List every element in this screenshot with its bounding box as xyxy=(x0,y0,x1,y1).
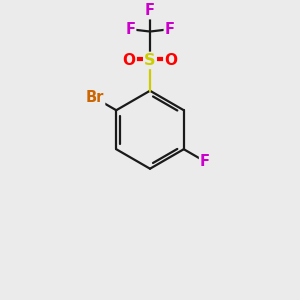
Text: F: F xyxy=(200,154,210,169)
Text: S: S xyxy=(144,53,156,68)
Text: F: F xyxy=(165,22,175,37)
Text: F: F xyxy=(125,22,135,37)
Text: O: O xyxy=(164,53,177,68)
Text: O: O xyxy=(123,53,136,68)
Text: Br: Br xyxy=(86,91,104,106)
Text: F: F xyxy=(145,3,155,18)
